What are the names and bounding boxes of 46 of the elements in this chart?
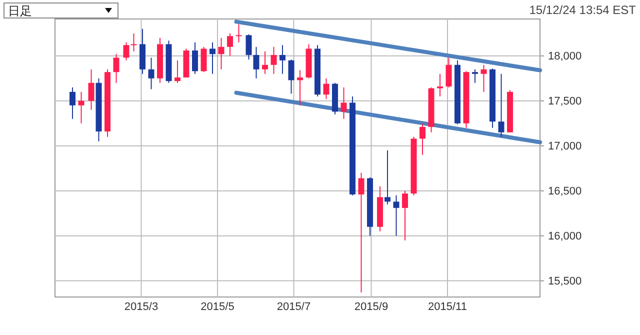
candlestick: [480, 64, 487, 92]
candlestick: [227, 32, 233, 56]
y-tick-label: 16,000: [548, 230, 582, 243]
y-tick-label: 17,000: [548, 140, 582, 153]
candlestick: [297, 70, 303, 106]
candlestick: [402, 190, 408, 241]
candlestick: [88, 68, 94, 110]
candlestick: [288, 58, 294, 94]
x-tick-label: 2015/11: [428, 301, 467, 313]
candlestick: [113, 54, 120, 84]
candlestick: [70, 86, 76, 120]
candlestick: [148, 57, 154, 90]
candlestick: [200, 46, 207, 73]
y-tick-label: 16,500: [548, 186, 582, 198]
x-tick-label: 2015/5: [200, 301, 234, 313]
candlestick: [130, 32, 137, 52]
candlestick: [340, 86, 347, 120]
candlestick: [218, 37, 224, 70]
candlestick: [253, 46, 260, 79]
text: 日足: [8, 4, 32, 18]
candlestick: [246, 34, 252, 60]
y-tick-label: 15,500: [548, 276, 582, 288]
candlestick: [262, 50, 268, 74]
candlestick: [498, 73, 504, 138]
candlestick: [393, 194, 400, 236]
candlestick: [174, 60, 180, 84]
candlestick: [323, 78, 330, 100]
candlestick: [236, 24, 242, 43]
x-tick-label: 2015/9: [354, 301, 388, 313]
candlestick: [384, 150, 390, 205]
candlestick: [437, 73, 443, 97]
candlestick: [192, 42, 198, 74]
candlestick: [78, 91, 84, 124]
candlestick: [446, 57, 452, 88]
text: 15/12/24 13:54 EST: [529, 3, 637, 17]
candlestick: [280, 44, 286, 74]
candlestick: [420, 122, 426, 156]
candlestick: [270, 46, 277, 74]
y-tick-label: 17,500: [548, 96, 582, 108]
candlestick: [472, 68, 478, 84]
candlestick: [210, 42, 216, 74]
x-tick-label: 2015/7: [276, 301, 311, 313]
candlestick: [358, 172, 364, 293]
y-tick-label: 18,000: [548, 50, 582, 63]
x-tick-label: 2015/3: [124, 301, 158, 313]
candlestick: [123, 42, 130, 61]
